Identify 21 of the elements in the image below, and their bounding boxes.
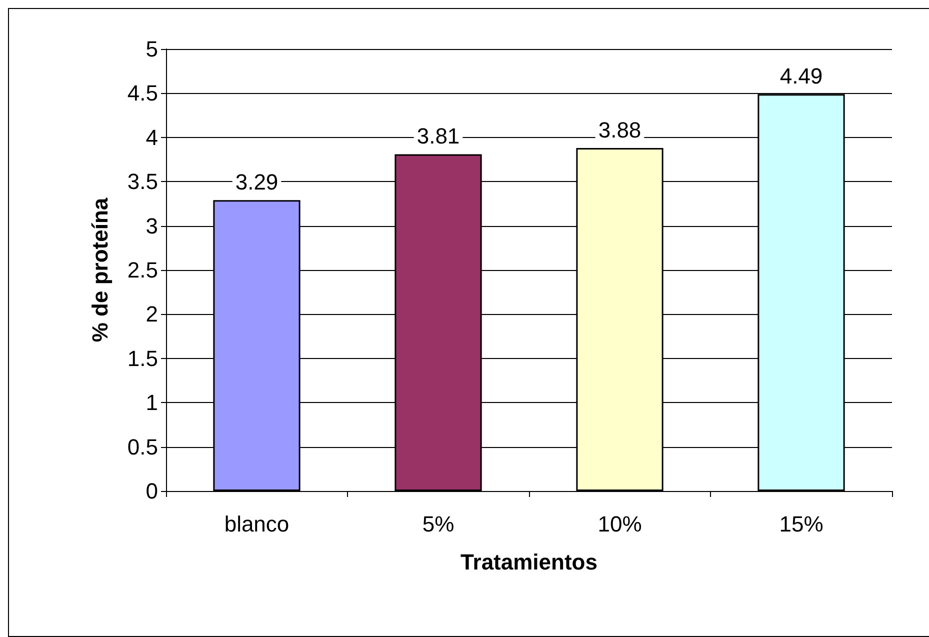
y-tick-label: 4.5 — [127, 80, 158, 106]
x-tick-label: 15% — [779, 512, 824, 536]
x-tick-label: 10% — [598, 512, 642, 536]
y-tick-label: 2.5 — [127, 258, 158, 282]
x-tick-label: 5% — [422, 512, 454, 536]
y-axis-title: % de proteína — [88, 197, 112, 342]
data-label: 3.88 — [598, 118, 642, 143]
y-tick-label: 5 — [146, 36, 158, 62]
data-label: 3.29 — [235, 170, 278, 195]
y-tick-label: 1.5 — [127, 346, 158, 371]
y-tick-label: 4 — [146, 124, 158, 150]
y-tick-label: 0 — [146, 478, 158, 504]
y-tick-label: 2 — [146, 302, 158, 327]
x-axis-title: Tratamientos — [460, 550, 598, 574]
y-tick-label: 3.5 — [127, 169, 158, 194]
x-tick-label: blanco — [224, 512, 290, 536]
y-tick-label: 1 — [146, 390, 158, 416]
y-tick-label: 3 — [146, 213, 158, 238]
data-label: 4.49 — [780, 64, 823, 89]
data-label: 3.81 — [416, 124, 460, 149]
y-tick-label: 0.5 — [127, 434, 158, 460]
